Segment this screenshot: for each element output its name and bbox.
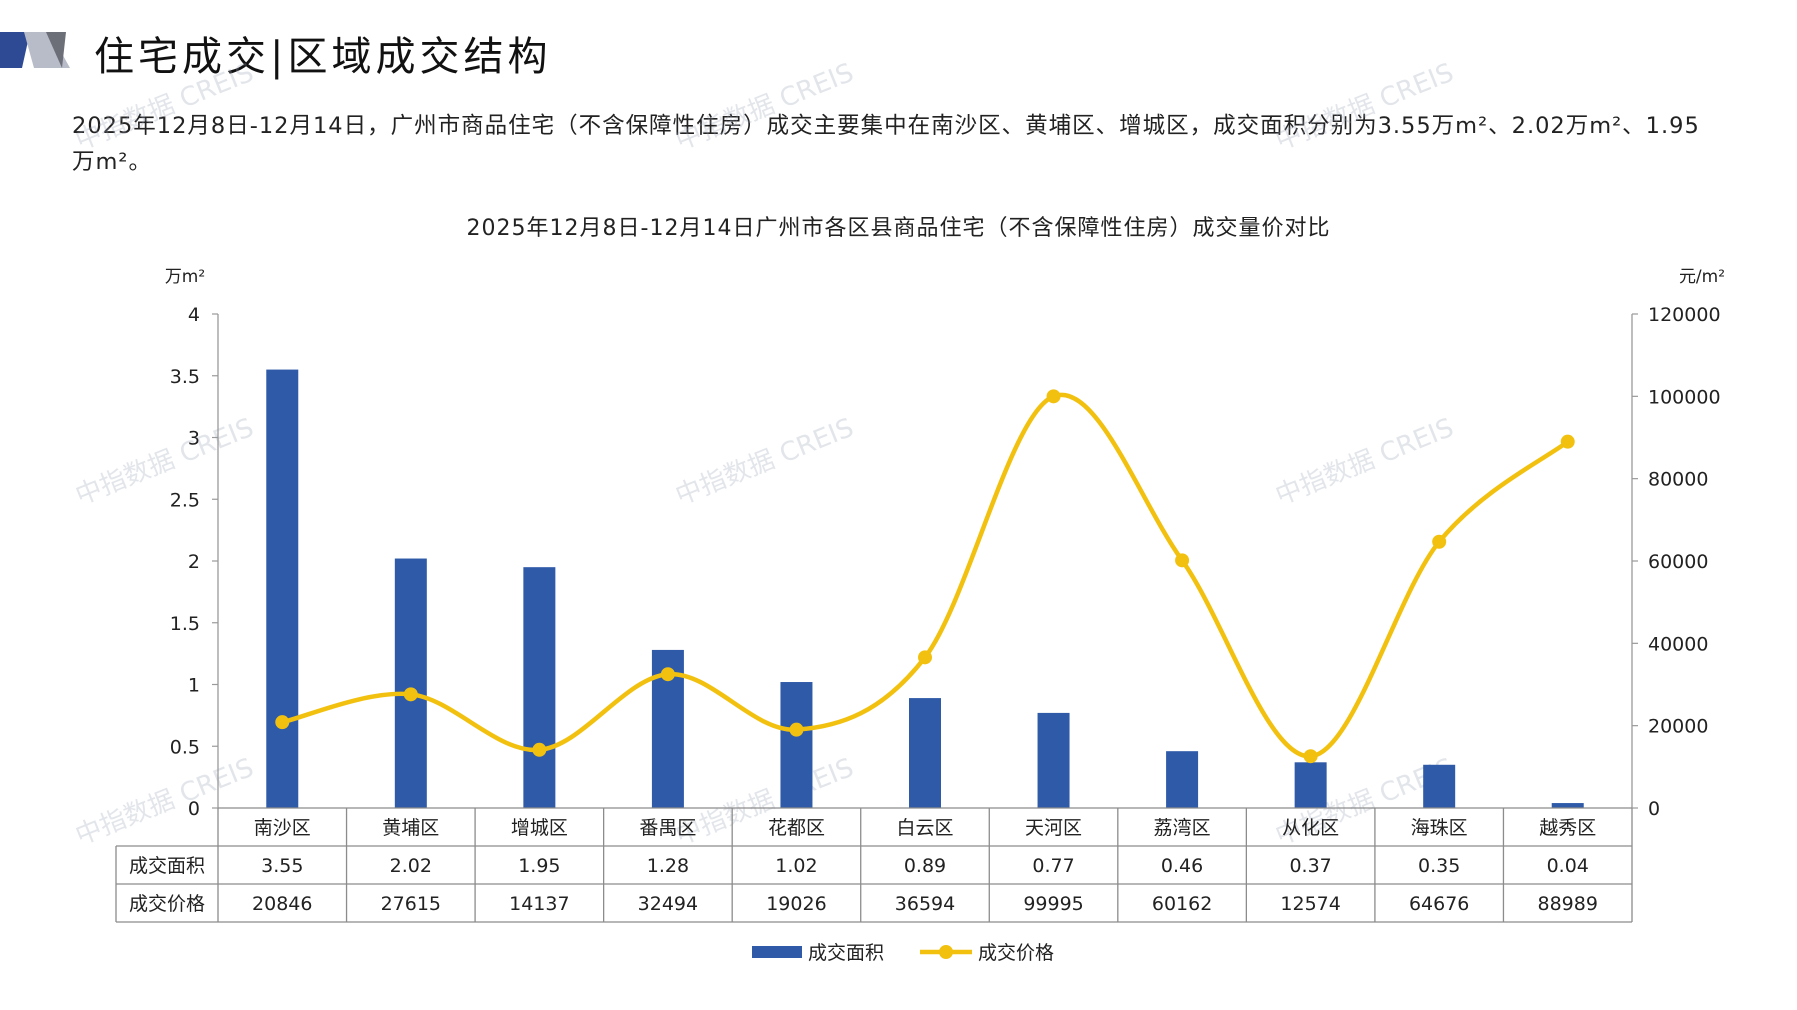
table-cell-area: 0.37 <box>1289 855 1331 877</box>
x-tick-label: 花都区 <box>768 817 825 839</box>
bar-南沙区 <box>266 369 299 808</box>
y-right-tick-label: 60000 <box>1648 551 1708 573</box>
y-left-tick-label: 1 <box>188 675 200 697</box>
table-cell-area: 0.35 <box>1418 855 1460 877</box>
y-left-tick-label: 3.5 <box>170 366 200 388</box>
legend-line-marker <box>939 945 953 959</box>
table-row-label: 成交面积 <box>129 855 205 877</box>
price-point-天河区 <box>1046 389 1061 404</box>
watermark-text: 中指数据 CREIS <box>71 58 258 157</box>
legend-bar-swatch <box>752 946 802 958</box>
y-right-unit: 元/m² <box>1679 267 1725 287</box>
price-point-黄埔区 <box>403 687 418 702</box>
summary-text: 2025年12月8日-12月14日，广州市商品住宅（不含保障性住房）成交主要集中… <box>72 113 1700 175</box>
x-tick-label: 荔湾区 <box>1154 817 1211 839</box>
price-point-从化区 <box>1303 749 1318 764</box>
y-right-tick-label: 100000 <box>1648 386 1721 408</box>
bar-花都区 <box>780 682 813 808</box>
bar-白云区 <box>909 698 941 808</box>
price-point-白云区 <box>918 650 932 665</box>
x-tick-label: 黄埔区 <box>382 817 439 839</box>
x-tick-label: 越秀区 <box>1539 817 1596 839</box>
price-point-花都区 <box>789 722 804 737</box>
y-left-tick-label: 3 <box>188 428 200 450</box>
watermark-text: 中指数据 CREIS <box>71 413 258 512</box>
x-tick-label: 天河区 <box>1025 817 1082 839</box>
watermark-text: 中指数据 CREIS <box>671 413 858 512</box>
table-cell-area: 0.04 <box>1547 855 1589 877</box>
table-cell-area: 0.89 <box>904 855 946 877</box>
x-tick-label: 白云区 <box>896 817 953 839</box>
bar-荔湾区 <box>1166 751 1199 808</box>
table-cell-area: 1.02 <box>775 855 817 877</box>
table-cell-price: 36594 <box>895 893 955 915</box>
price-point-越秀区 <box>1560 434 1575 449</box>
bar-越秀区 <box>1551 803 1584 808</box>
watermark-text: 中指数据 CREIS <box>1271 413 1458 512</box>
page-title: 住宅成交|区域成交结构 <box>94 34 552 80</box>
header: 住宅成交|区域成交结构 <box>0 18 900 82</box>
price-point-南沙区 <box>275 715 290 730</box>
price-point-海珠区 <box>1432 534 1447 549</box>
table-cell-area: 1.28 <box>647 855 689 877</box>
bar-海珠区 <box>1423 764 1456 808</box>
legend-line-label: 成交价格 <box>978 942 1054 964</box>
table-cell-area: 2.02 <box>390 855 432 877</box>
bar-黄埔区 <box>394 558 427 808</box>
table-cell-area: 1.95 <box>518 855 560 877</box>
table-cell-price: 88989 <box>1538 893 1598 915</box>
x-tick-label: 增城区 <box>511 817 568 839</box>
x-tick-label: 南沙区 <box>254 817 311 839</box>
y-left-tick-label: 1.5 <box>170 613 200 635</box>
y-right-tick-label: 40000 <box>1648 633 1708 655</box>
table-cell-area: 0.46 <box>1161 855 1203 877</box>
table-cell-price: 14137 <box>509 893 569 915</box>
chart-title: 2025年12月8日-12月14日广州市各区县商品住宅（不含保障性住房）成交量价… <box>466 216 1331 241</box>
watermark-text: 中指数据 CREIS <box>71 753 258 852</box>
y-left-unit: 万m² <box>165 267 205 287</box>
table-cell-price: 32494 <box>638 893 698 915</box>
price-point-荔湾区 <box>1175 553 1190 568</box>
legend-bar-label: 成交面积 <box>808 942 884 964</box>
table-cell-price: 20846 <box>252 893 312 915</box>
x-tick-label: 海珠区 <box>1411 817 1468 839</box>
x-tick-label: 从化区 <box>1282 817 1339 839</box>
y-left-tick-label: 0 <box>188 798 200 820</box>
price-point-番禺区 <box>660 667 675 682</box>
table-cell-area: 3.55 <box>261 855 303 877</box>
watermark-text: 中指数据 CREIS <box>1271 58 1458 157</box>
y-right-tick-label: 120000 <box>1648 304 1721 326</box>
bar-天河区 <box>1037 712 1070 808</box>
table-cell-area: 0.77 <box>1032 855 1074 877</box>
table-row-label: 成交价格 <box>129 893 205 915</box>
table-cell-price: 64676 <box>1409 893 1469 915</box>
y-right-tick-label: 80000 <box>1648 469 1708 491</box>
x-tick-label: 番禺区 <box>639 817 696 839</box>
table-cell-price: 12574 <box>1280 893 1340 915</box>
table-cell-price: 27615 <box>381 893 441 915</box>
y-left-tick-label: 2.5 <box>170 489 200 511</box>
y-left-tick-label: 0.5 <box>170 736 200 758</box>
bar-增城区 <box>523 567 556 808</box>
table-cell-price: 60162 <box>1152 893 1212 915</box>
watermark-text: 中指数据 CREIS <box>671 753 858 852</box>
watermark-text: 中指数据 CREIS <box>671 58 858 157</box>
title-logo-icon <box>0 32 70 68</box>
y-right-tick-label: 0 <box>1648 798 1660 820</box>
bar-从化区 <box>1294 762 1327 808</box>
price-point-增城区 <box>532 742 547 757</box>
table-cell-price: 19026 <box>766 893 826 915</box>
y-left-tick-label: 2 <box>188 551 200 573</box>
table-cell-price: 99995 <box>1023 893 1083 915</box>
y-left-tick-label: 4 <box>188 304 200 326</box>
y-right-tick-label: 20000 <box>1648 716 1708 738</box>
